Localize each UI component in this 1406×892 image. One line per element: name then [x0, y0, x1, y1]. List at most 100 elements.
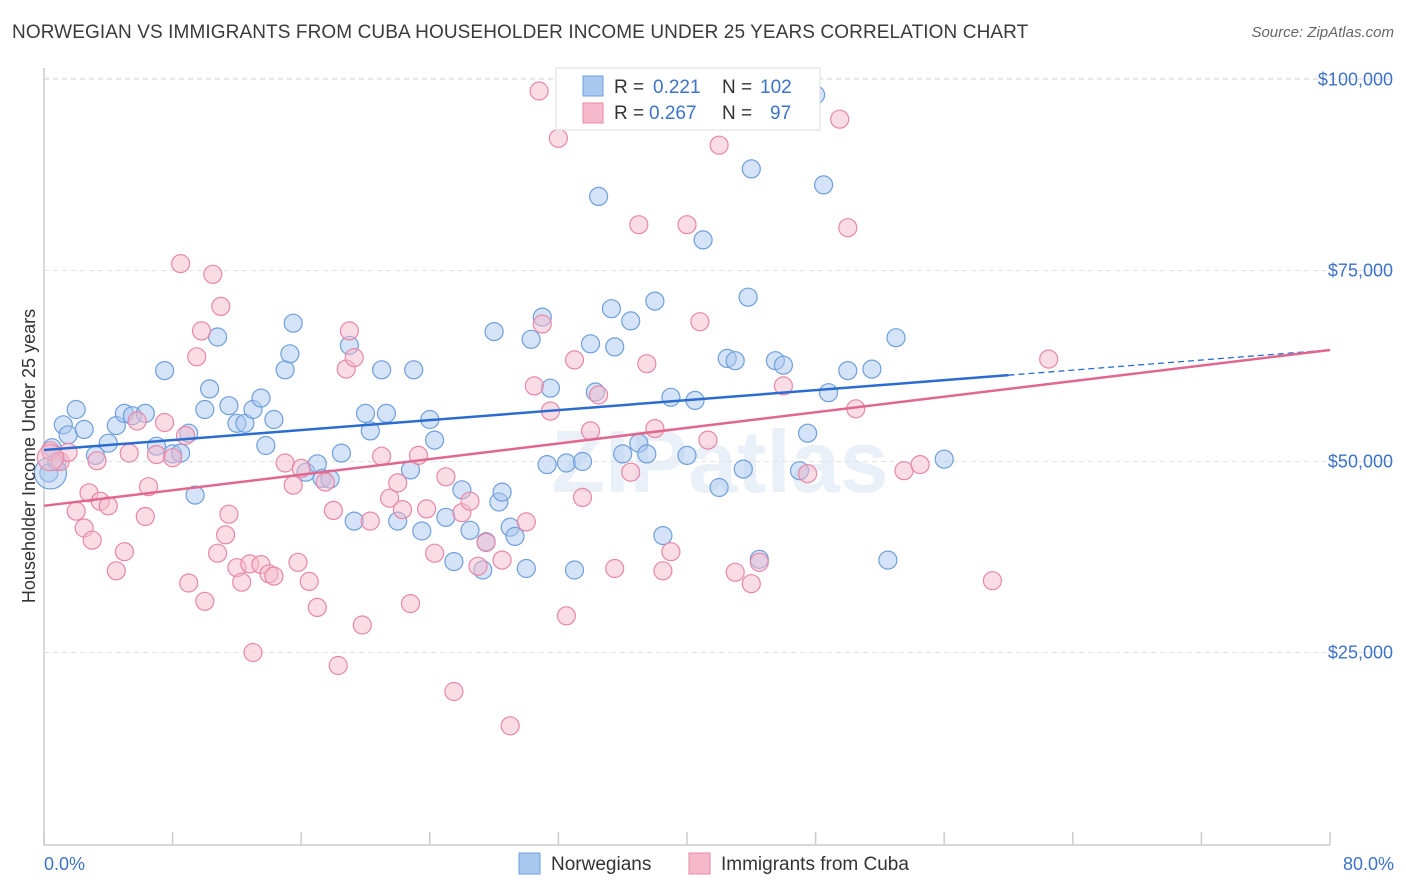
cuba-point — [372, 446, 392, 466]
norwegians-point — [677, 445, 697, 465]
norwegians-point — [813, 175, 834, 195]
norwegians-point — [412, 521, 432, 541]
y-tick-label: $75,000 — [1328, 261, 1393, 281]
y-tick-labels: $25,000 $50,000 $75,000 $100,000 — [1318, 70, 1393, 663]
cuba-point — [468, 556, 488, 576]
norwegians-point — [886, 328, 906, 348]
norwegians-point — [521, 329, 541, 349]
y-tick-label: $100,000 — [1318, 70, 1393, 90]
cuba-point — [460, 491, 480, 511]
cuba-point — [605, 558, 625, 579]
norwegians-point — [773, 355, 794, 375]
cuba-point — [982, 571, 1003, 591]
norwegians-point — [601, 299, 622, 319]
cuba-point — [725, 562, 745, 582]
cuba-point — [243, 642, 263, 663]
legend-n-value-1: 102 — [760, 77, 792, 98]
norwegians-point — [66, 399, 86, 420]
cuba-point — [299, 571, 319, 592]
x-tick-label-max: 80.0% — [1343, 854, 1394, 874]
cuba-point — [690, 312, 710, 332]
cuba-point — [830, 109, 850, 129]
bottom-legend-label-cuba: Immigrants from Cuba — [721, 854, 909, 875]
cuba-point — [191, 321, 212, 341]
cuba-point — [524, 376, 544, 396]
norwegians-point — [580, 334, 601, 354]
norwegians-point — [155, 361, 175, 381]
cuba-point — [661, 542, 681, 562]
norwegians-point — [208, 327, 228, 347]
legend-n-value-2: 97 — [770, 103, 791, 124]
cuba-point — [175, 425, 196, 446]
norwegians-point — [621, 311, 641, 331]
cuba-point — [146, 445, 167, 465]
cuba-point — [264, 566, 284, 586]
norwegians-point — [404, 360, 424, 380]
chart-source: Source: ZipAtlas.com — [1251, 24, 1394, 41]
norwegians-point — [605, 337, 625, 357]
norwegians-point — [572, 451, 593, 472]
cuba-point — [749, 552, 769, 572]
cuba-point — [741, 574, 761, 594]
norwegians-point — [331, 443, 351, 463]
cuba-point — [179, 573, 199, 593]
chart-title: NORWEGIAN VS IMMIGRANTS FROM CUBA HOUSEH… — [12, 22, 1029, 43]
cuba-point — [187, 347, 207, 367]
cuba-point — [572, 487, 593, 507]
cuba-point — [492, 550, 512, 570]
cuba-point — [417, 499, 437, 519]
norwegians-point — [588, 186, 609, 206]
cuba-point — [580, 421, 601, 441]
cuba-point — [195, 591, 215, 611]
cuba-point — [532, 314, 552, 334]
bottom-legend-swatch-pink — [688, 852, 711, 875]
norwegians-point — [738, 287, 758, 307]
cuba-point — [275, 453, 295, 473]
y-axis-label: Householder Income Under 25 years — [19, 309, 39, 603]
cuba-point — [677, 215, 697, 235]
cuba-point — [529, 81, 549, 101]
cuba-point — [82, 530, 102, 550]
norwegians-point — [653, 525, 673, 546]
cuba-point — [894, 461, 914, 481]
cuba-point — [400, 593, 421, 614]
norwegians-point — [505, 526, 525, 547]
norwegians-point — [355, 403, 376, 423]
norwegians-point — [484, 322, 504, 342]
norwegians-point — [376, 403, 396, 423]
norwegians-point — [264, 409, 284, 430]
cuba-point — [629, 215, 649, 235]
norwegians-point — [516, 558, 536, 579]
norwegians-point — [425, 430, 445, 450]
bottom-legend: Norwegians Immigrants from Cuba — [518, 852, 909, 875]
cuba-point — [216, 525, 236, 545]
norwegians-point — [564, 560, 585, 580]
norwegians-point — [256, 435, 276, 456]
cuba-point — [119, 443, 139, 463]
norwegians-point — [862, 359, 882, 379]
norwegians-point — [645, 291, 665, 311]
cuba-point — [288, 552, 308, 572]
cuba-point — [910, 455, 930, 475]
legend-r-label-2: R = — [614, 103, 644, 124]
cuba-point — [163, 448, 183, 468]
cuba-point — [516, 512, 536, 532]
cuba-point — [838, 218, 858, 238]
norwegians-point — [537, 455, 557, 475]
cuba-point — [307, 597, 327, 618]
cuba-point — [709, 135, 729, 155]
cuba-point — [564, 350, 585, 370]
cuba-point — [66, 501, 86, 521]
cuba-point — [653, 561, 673, 581]
cuba-point — [425, 543, 445, 563]
bottom-legend-swatch-blue — [518, 852, 541, 875]
norwegians-point — [934, 449, 954, 469]
cuba-point — [219, 504, 239, 524]
norwegians-point — [460, 520, 480, 540]
norwegians-point — [733, 459, 753, 479]
cuba-point — [232, 572, 252, 592]
cuba-point — [114, 542, 135, 562]
cuba-point — [211, 296, 231, 316]
cuba-point — [621, 462, 641, 482]
